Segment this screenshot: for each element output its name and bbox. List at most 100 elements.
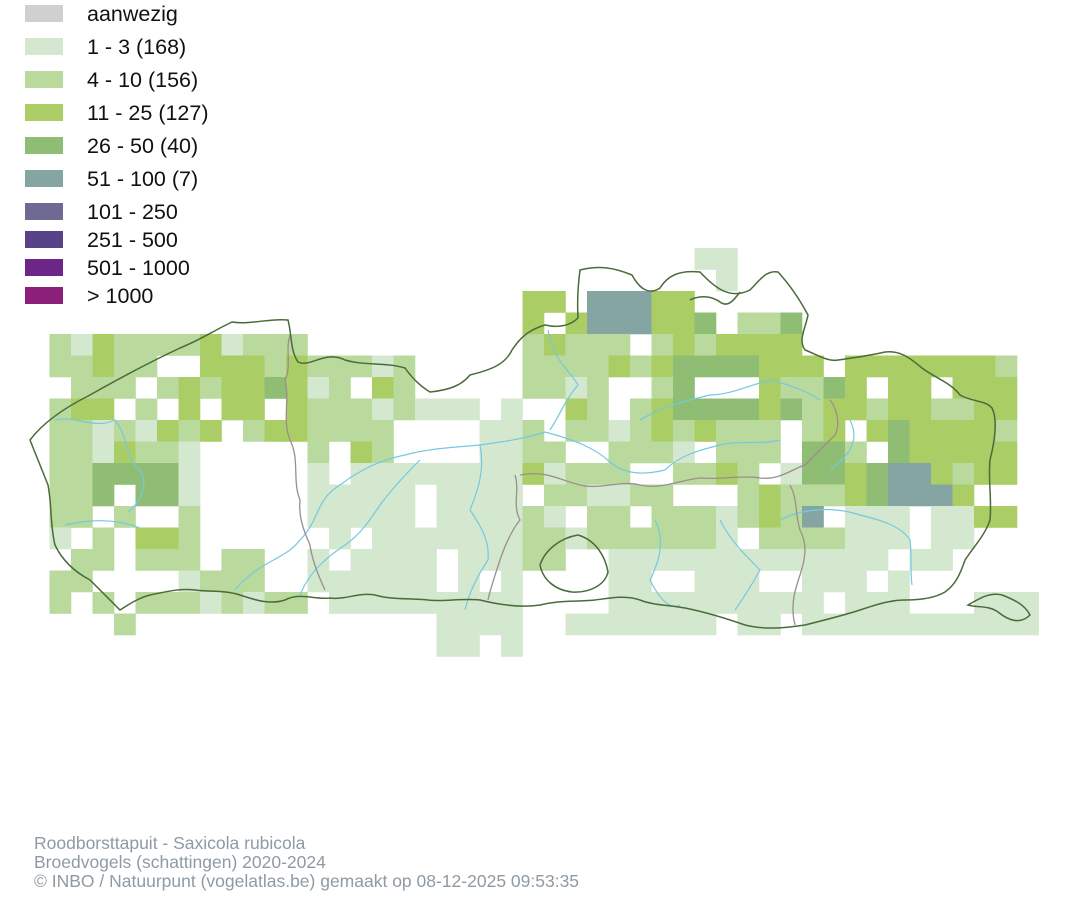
grid-cell [286, 592, 308, 614]
grid-cell [780, 398, 803, 421]
grid-cell [501, 527, 523, 550]
grid-cell [501, 549, 523, 571]
grid-cell [802, 570, 824, 593]
grid-cell [393, 463, 416, 485]
grid-cell [114, 355, 136, 378]
grid-cell [544, 441, 566, 464]
grid-cell [1017, 592, 1039, 614]
grid-cell [608, 312, 631, 335]
grid-cell [931, 463, 953, 485]
grid-cell [243, 334, 265, 356]
grid-cell [802, 613, 824, 636]
grid-cell [845, 377, 867, 399]
grid-cell [200, 377, 222, 399]
grid-cell [995, 506, 1018, 528]
grid-cell [565, 377, 588, 399]
grid-cell [630, 527, 652, 550]
grid-cell [995, 613, 1018, 636]
grid-cell [436, 592, 459, 614]
grid-cell [436, 484, 459, 507]
legend-swatch [25, 287, 63, 304]
grid-cell [845, 463, 867, 485]
grid-cell [995, 420, 1018, 442]
grid-cell [931, 613, 953, 636]
grid-cell [909, 441, 932, 464]
grid-cell [737, 463, 760, 485]
grid-cell [780, 355, 803, 378]
grid-cell [200, 592, 222, 614]
grid-cell [522, 506, 545, 528]
grid-cell [178, 527, 201, 550]
grid-cell [49, 592, 72, 614]
grid-cell [694, 463, 717, 485]
legend-label: 11 - 25 (127) [87, 101, 209, 125]
grid-cell [909, 377, 932, 399]
grid-cell [716, 269, 738, 292]
grid-cell [694, 613, 717, 636]
grid-cell [71, 355, 93, 378]
legend-item-101-250: 101 - 250 [25, 200, 285, 227]
grid-cell [243, 549, 265, 571]
grid-cell [974, 592, 996, 614]
grid-cell [522, 527, 545, 550]
grid-cell [393, 506, 416, 528]
grid-cell [458, 570, 480, 593]
grid-cell [92, 420, 115, 442]
grid-cell [372, 463, 394, 485]
grid-cell [673, 377, 695, 399]
grid-cell [243, 570, 265, 593]
grid-cell [694, 420, 717, 442]
grid-cell [114, 420, 136, 442]
grid-cell [845, 506, 867, 528]
grid-cell [759, 377, 781, 399]
grid-cell [522, 420, 545, 442]
grid-cell [501, 613, 523, 636]
grid-cell [716, 355, 738, 378]
grid-cell [71, 506, 93, 528]
grid-cell [630, 312, 652, 335]
grid-cell [329, 420, 351, 442]
grid-cell [264, 420, 287, 442]
grid-cell [92, 334, 115, 356]
grid-cell [974, 463, 996, 485]
grid-cell [587, 377, 609, 399]
grid-cell [135, 441, 158, 464]
grid-cell [866, 463, 889, 485]
grid-cell [931, 398, 953, 421]
grid-cell [866, 355, 889, 378]
grid-cell [178, 484, 201, 507]
grid-cell [458, 635, 480, 657]
legend-swatch [25, 231, 63, 248]
grid-cell [608, 592, 631, 614]
grid-cell [587, 484, 609, 507]
grid-cell [608, 527, 631, 550]
grid-cell [673, 441, 695, 464]
grid-cell [458, 527, 480, 550]
grid-cell [802, 398, 824, 421]
legend-swatch [25, 38, 63, 55]
legend-label: 251 - 500 [87, 228, 178, 252]
grid-cell [372, 506, 394, 528]
grid-cell [608, 441, 631, 464]
grid-cell [178, 570, 201, 593]
grid-cell [780, 484, 803, 507]
grid-cell [501, 420, 523, 442]
grid-cell [522, 441, 545, 464]
grid-cell [866, 398, 889, 421]
grid-cell [866, 613, 889, 636]
grid-cell [415, 592, 437, 614]
grid-cell [716, 527, 738, 550]
grid-cell [737, 592, 760, 614]
grid-cell [350, 484, 373, 507]
grid-cell [888, 398, 910, 421]
grid-cell [866, 527, 889, 550]
grid-cell [544, 527, 566, 550]
grid-cell [651, 355, 674, 378]
grid-cell [565, 420, 588, 442]
grid-cell [931, 549, 953, 571]
grid-cell [673, 527, 695, 550]
grid-cell [651, 377, 674, 399]
grid-cell [114, 463, 136, 485]
grid-cell [307, 441, 330, 464]
grid-cell [178, 463, 201, 485]
